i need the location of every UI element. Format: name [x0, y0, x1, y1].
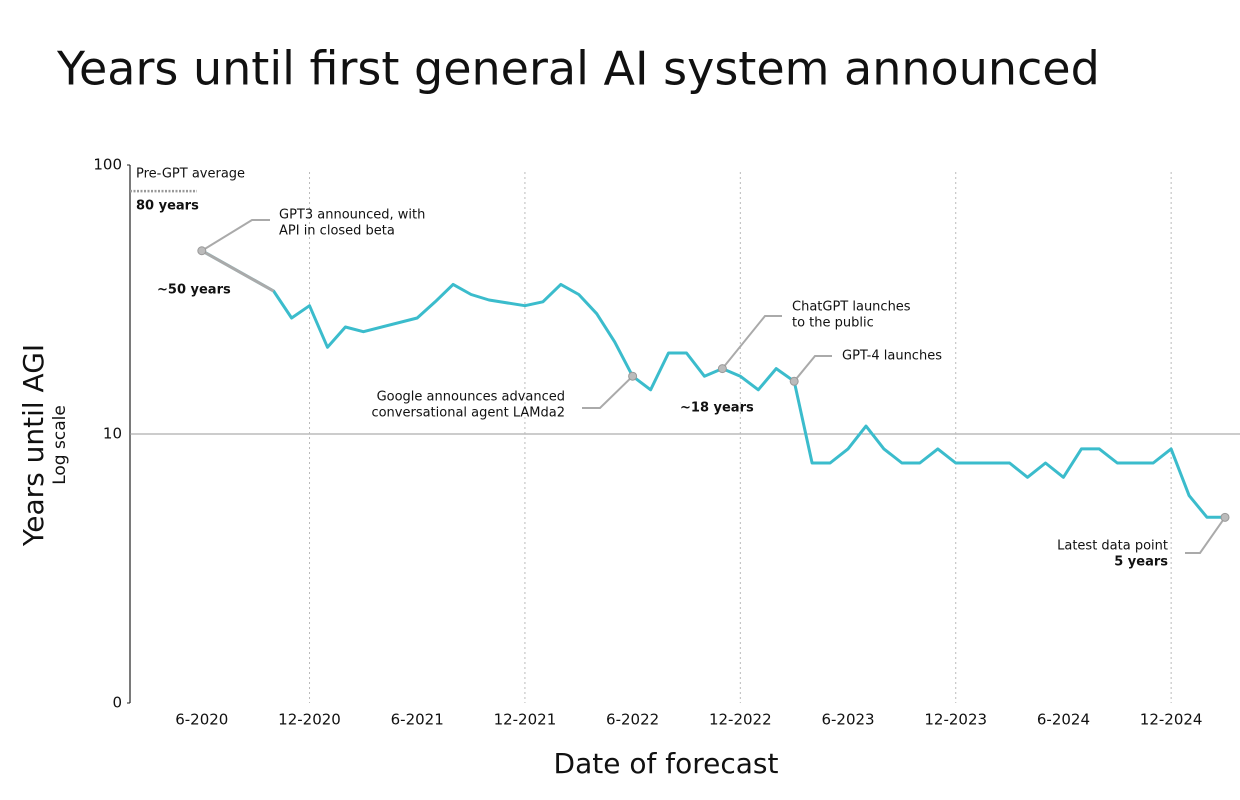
reference-value-label: 80 years [136, 199, 199, 214]
annotation-text: Google announces advanced [377, 390, 565, 405]
x-tick-label: 12-2020 [278, 711, 341, 729]
leader-line [793, 355, 832, 382]
y-tick-label: 100 [93, 156, 122, 174]
annotation-text: GPT3 announced, with [279, 208, 425, 223]
x-tick-label: 12-2022 [709, 711, 772, 729]
x-tick-label: 6-2023 [821, 711, 874, 729]
x-tick-label: 6-2024 [1037, 711, 1090, 729]
chart-title: Years until first general AI system anno… [56, 42, 1100, 96]
y-axis-sublabel: Log scale [50, 405, 70, 485]
annotated-point [789, 376, 799, 386]
highlight-segment [201, 249, 275, 293]
annotation-text: conversational agent LAMda2 [371, 406, 565, 421]
y-tick-label: 0 [112, 694, 122, 712]
x-tick-label: 6-2020 [175, 711, 228, 729]
x-tick-label: 12-2023 [924, 711, 987, 729]
annotated-point [1220, 512, 1230, 522]
annotation-value: ~50 years [157, 283, 231, 298]
annotated-point [628, 371, 638, 381]
leader-line [1185, 516, 1226, 554]
data-line [201, 249, 1225, 519]
annotated-point [717, 364, 727, 374]
leader-line [582, 375, 634, 409]
annotation-value: ~18 years [680, 401, 754, 416]
x-tick-label: 6-2022 [606, 711, 659, 729]
x-axis-label: Date of forecast [554, 747, 779, 780]
annotation-text: API in closed beta [279, 224, 395, 239]
y-tick-label: 10 [103, 425, 122, 443]
leader-line [721, 315, 782, 370]
annotation-text: GPT-4 launches [842, 349, 942, 364]
annotation-text: to the public [792, 316, 874, 331]
y-axis-label: Years until AGI [17, 344, 50, 547]
annotation-text: Latest data point [1057, 539, 1168, 554]
annotation-value: 5 years [1114, 555, 1168, 570]
annotated-point [197, 246, 207, 256]
x-tick-label: 6-2021 [391, 711, 444, 729]
x-tick-label: 12-2021 [494, 711, 557, 729]
x-tick-label: 12-2024 [1140, 711, 1203, 729]
reference-label: Pre-GPT average [136, 167, 245, 182]
annotation-text: ChatGPT launches [792, 300, 911, 315]
leader-line [201, 219, 270, 252]
